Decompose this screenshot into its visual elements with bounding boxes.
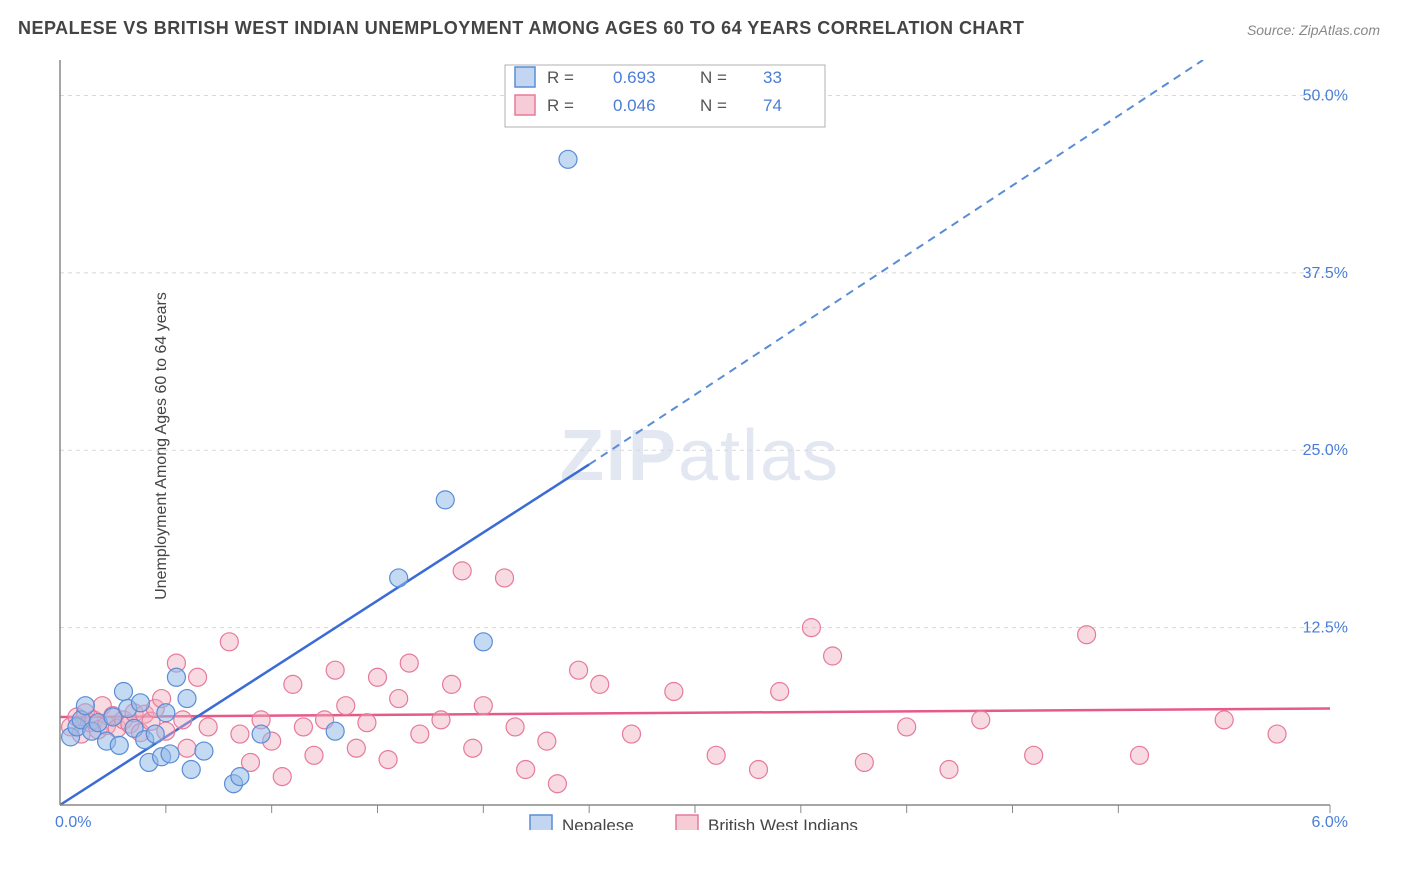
data-point — [855, 753, 873, 771]
y-tick-label: 12.5% — [1303, 620, 1348, 637]
data-point — [337, 697, 355, 715]
data-point — [161, 745, 179, 763]
data-point — [665, 682, 683, 700]
data-point — [157, 704, 175, 722]
data-point — [898, 718, 916, 736]
data-point — [802, 619, 820, 637]
data-point — [305, 746, 323, 764]
legend-stat: R = — [547, 96, 574, 115]
data-point — [453, 562, 471, 580]
chart-svg: 12.5%25.0%37.5%50.0% ZIPatlas 0.0%6.0% R… — [50, 60, 1350, 830]
data-point — [294, 718, 312, 736]
x-origin-label: 0.0% — [55, 814, 91, 830]
data-point — [390, 569, 408, 587]
data-point — [474, 633, 492, 651]
data-point — [326, 661, 344, 679]
trend-line-blue — [60, 464, 589, 805]
data-point — [496, 569, 514, 587]
data-point — [174, 711, 192, 729]
data-point — [231, 768, 249, 786]
data-point — [591, 675, 609, 693]
data-point — [940, 761, 958, 779]
data-point — [379, 751, 397, 769]
data-point — [358, 714, 376, 732]
data-point — [326, 722, 344, 740]
data-point — [178, 690, 196, 708]
legend-stat: 0.046 — [613, 96, 656, 115]
data-point — [972, 711, 990, 729]
data-point — [506, 718, 524, 736]
data-point — [178, 739, 196, 757]
y-tick-label: 37.5% — [1303, 265, 1348, 282]
data-point — [432, 711, 450, 729]
y-tick-label: 25.0% — [1303, 442, 1348, 459]
y-tick-label: 50.0% — [1303, 87, 1348, 104]
chart-title: NEPALESE VS BRITISH WEST INDIAN UNEMPLOY… — [18, 18, 1024, 39]
legend-swatch — [515, 67, 535, 87]
data-point — [273, 768, 291, 786]
data-point — [146, 725, 164, 743]
data-point — [231, 725, 249, 743]
data-point — [464, 739, 482, 757]
data-point — [220, 633, 238, 651]
source-attribution: Source: ZipAtlas.com — [1247, 22, 1380, 38]
data-point — [771, 682, 789, 700]
data-point — [347, 739, 365, 757]
data-point — [443, 675, 461, 693]
data-point — [1215, 711, 1233, 729]
data-point — [110, 736, 128, 754]
data-point — [474, 697, 492, 715]
data-point — [199, 718, 217, 736]
legend-swatch — [515, 95, 535, 115]
data-point — [750, 761, 768, 779]
data-point — [182, 761, 200, 779]
data-point — [1025, 746, 1043, 764]
data-point — [131, 694, 149, 712]
data-point — [559, 150, 577, 168]
data-point — [517, 761, 535, 779]
data-point — [252, 725, 270, 743]
stats-legend: R = 0.693 N = 33 R = 0.046 N = 74 — [505, 65, 825, 127]
data-point — [1131, 746, 1149, 764]
legend-label: British West Indians — [708, 816, 858, 830]
scatter-plot: 12.5%25.0%37.5%50.0% ZIPatlas 0.0%6.0% R… — [50, 60, 1350, 830]
data-point — [570, 661, 588, 679]
trend-line-pink — [60, 709, 1330, 718]
data-point — [390, 690, 408, 708]
data-point — [195, 742, 213, 760]
data-point — [707, 746, 725, 764]
data-point — [369, 668, 387, 686]
data-point — [284, 675, 302, 693]
data-point — [548, 775, 566, 793]
legend-stat: N = — [700, 68, 727, 87]
series-legend: Nepalese British West Indians — [530, 815, 858, 830]
data-point — [1268, 725, 1286, 743]
data-point — [538, 732, 556, 750]
data-point — [189, 668, 207, 686]
x-far-label: 6.0% — [1312, 814, 1348, 830]
legend-stat: 0.693 — [613, 68, 656, 87]
legend-stat: 33 — [763, 68, 782, 87]
legend-stat: R = — [547, 68, 574, 87]
data-point — [1078, 626, 1096, 644]
data-point — [400, 654, 418, 672]
data-point — [411, 725, 429, 743]
legend-swatch — [676, 815, 698, 830]
legend-stat: 74 — [763, 96, 782, 115]
data-point — [623, 725, 641, 743]
data-point — [115, 682, 133, 700]
data-point — [167, 668, 185, 686]
legend-label: Nepalese — [562, 816, 634, 830]
data-point — [76, 697, 94, 715]
legend-stat: N = — [700, 96, 727, 115]
legend-swatch — [530, 815, 552, 830]
data-point — [824, 647, 842, 665]
data-point — [436, 491, 454, 509]
